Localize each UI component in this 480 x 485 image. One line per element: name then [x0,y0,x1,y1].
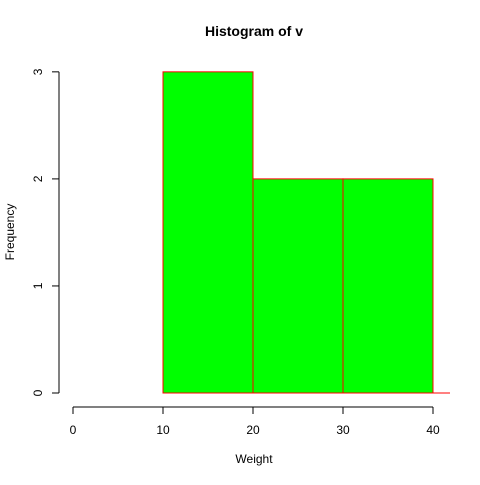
y-tick-label-3: 3 [31,68,45,75]
x-tick-label-3: 30 [336,423,350,437]
y-axis: 0 1 2 3 [31,68,60,396]
y-tick-label-2: 2 [31,175,45,182]
y-tick-label-0: 0 [31,389,45,396]
histogram-bar-1 [252,178,344,394]
y-tick-label-1: 1 [31,282,45,289]
x-axis: 0 10 20 30 40 [70,406,440,437]
y-axis-label: Frequency [3,204,17,261]
x-tick-label-1: 10 [156,423,170,437]
chart-title: Histogram of v [205,23,303,39]
x-axis-label: Weight [235,452,273,466]
histogram-bar-0 [162,71,254,394]
histogram-bar-2 [342,178,434,394]
x-tick-label-4: 40 [426,423,440,437]
x-tick-label-2: 20 [246,423,260,437]
x-tick-label-0: 0 [70,423,77,437]
bars-group [162,71,450,394]
